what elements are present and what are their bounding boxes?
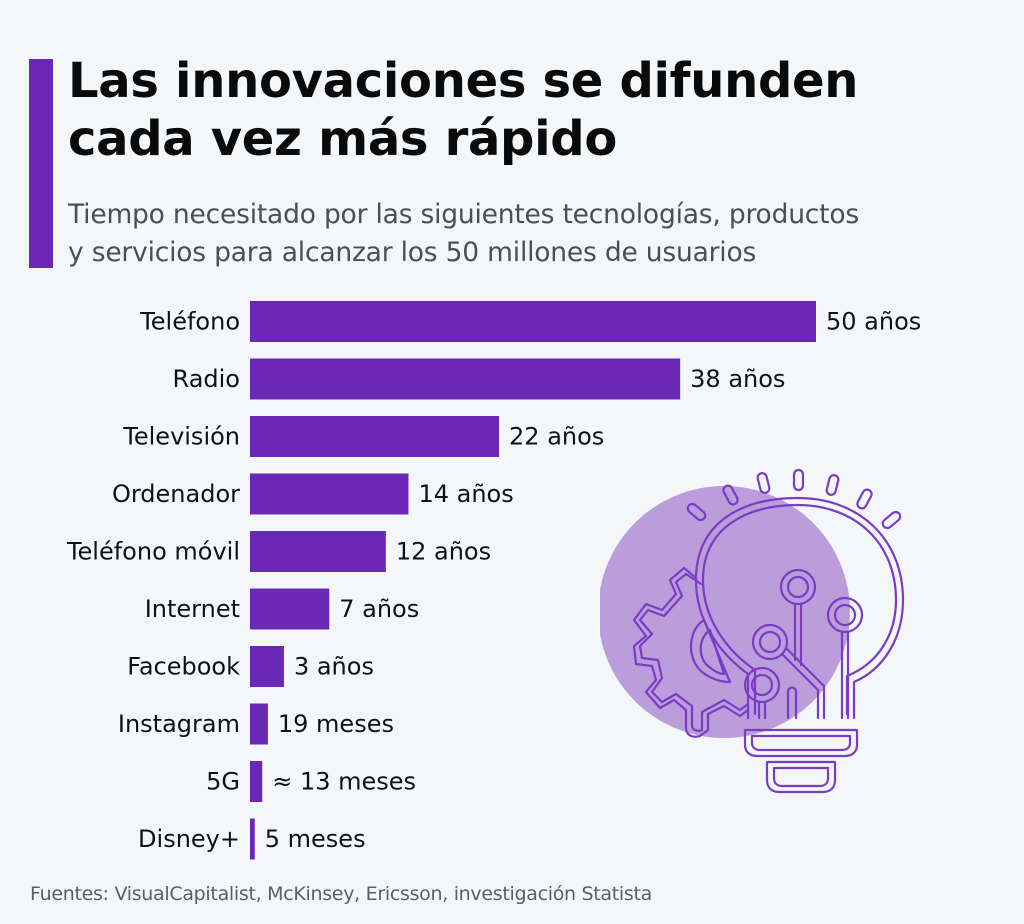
category-label: Radio (173, 365, 240, 393)
title-line-2: cada vez más rápido (68, 111, 617, 167)
bar (250, 473, 409, 515)
value-label: 3 años (294, 653, 374, 681)
value-label: 38 años (690, 365, 785, 393)
subtitle-line-2: y servicios para alcanzar los 50 millone… (68, 237, 757, 268)
bar (250, 416, 500, 457)
category-label: Teléfono móvil (66, 538, 240, 566)
bulb-cap-inner (772, 766, 830, 788)
chart-title: Las innovaciones se difunden cada vez má… (68, 52, 1008, 168)
bar (250, 588, 330, 630)
bar (250, 761, 263, 802)
value-label: ≈ 13 meses (272, 768, 416, 796)
title-line-1: Las innovaciones se difunden (68, 53, 859, 109)
lightbulb-gear-circuit-icon (600, 468, 905, 794)
bar-row: Internet 7 años (145, 588, 419, 630)
bar-row: Instagram 19 meses (118, 703, 394, 745)
value-label: 5 meses (265, 825, 366, 853)
bar-row: Teléfono móvil 12 años (66, 531, 491, 572)
light-rays-icon (686, 468, 902, 530)
category-label: 5G (206, 768, 240, 796)
category-label: Internet (145, 595, 240, 623)
lightbulb-outline (632, 468, 905, 794)
bulb-base-outer (743, 728, 859, 758)
subtitle-line-1: Tiempo necesitado por las siguientes tec… (68, 199, 859, 230)
category-label: Facebook (127, 653, 240, 681)
bulb-outline-outer (694, 496, 905, 720)
bar (250, 703, 268, 745)
background-circle (600, 486, 850, 738)
bulb-outline-inner (701, 503, 898, 716)
bar-row: Facebook 3 años (127, 646, 374, 687)
bar (250, 531, 386, 572)
value-label: 7 años (339, 595, 419, 623)
category-label: Ordenador (112, 480, 240, 508)
gear-icon (632, 566, 750, 738)
category-label: Teléfono (139, 308, 240, 336)
value-label: 14 años (418, 480, 513, 508)
chart-subtitle: Tiempo necesitado por las siguientes tec… (68, 196, 1018, 272)
bar-row: Radio 38 años (173, 358, 785, 400)
bar-row: 5G ≈ 13 meses (206, 761, 416, 802)
category-label: Disney+ (138, 825, 240, 853)
source-note: Fuentes: VisualCapitalist, McKinsey, Eri… (30, 883, 652, 905)
bar (250, 358, 681, 400)
value-label: 12 años (396, 538, 491, 566)
value-label: 50 años (826, 308, 921, 336)
bar-row: Televisión 22 años (122, 416, 604, 457)
bulb-cap-outer (765, 760, 837, 794)
accent-bar (29, 59, 53, 268)
category-label: Televisión (122, 423, 240, 451)
bulb-base-inner (750, 734, 852, 752)
value-label: 22 años (509, 423, 604, 451)
bar (250, 301, 816, 342)
value-label: 19 meses (278, 710, 394, 738)
category-label: Instagram (118, 710, 240, 738)
bar-row: Disney+ 5 meses (138, 818, 366, 860)
bar-row: Teléfono 50 años (139, 301, 921, 342)
circuit-icon (743, 568, 864, 720)
bar-row: Ordenador 14 años (112, 473, 514, 515)
bar-chart: Teléfono 50 años Radio 38 años Televisión 22 … (66, 301, 921, 860)
bar (250, 646, 284, 687)
bar (250, 818, 255, 860)
